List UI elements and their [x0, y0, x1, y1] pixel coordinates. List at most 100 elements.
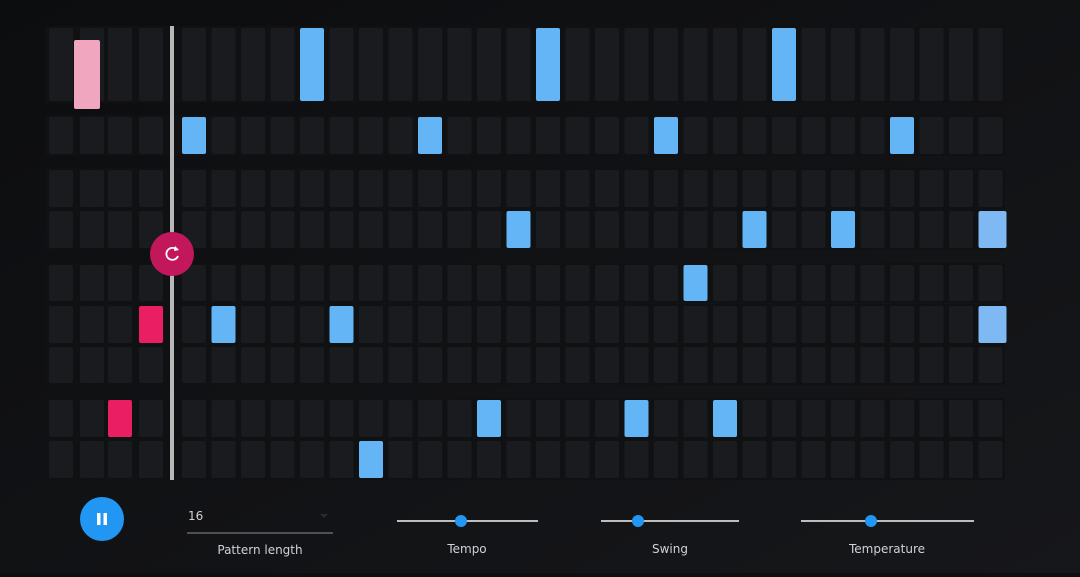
step-cell[interactable]	[654, 170, 678, 207]
step-cell[interactable]	[477, 170, 501, 207]
step-cell[interactable]	[919, 211, 944, 248]
step-cell[interactable]	[772, 265, 796, 301]
step-cell[interactable]	[831, 441, 855, 478]
step-cell[interactable]	[801, 441, 826, 478]
step-cell[interactable]	[536, 347, 560, 383]
step-cell[interactable]	[978, 117, 1003, 154]
step-cell[interactable]	[80, 170, 104, 207]
step-cell[interactable]	[49, 211, 73, 248]
step-cell[interactable]	[683, 441, 708, 478]
step-cell[interactable]	[831, 306, 855, 343]
step-cell[interactable]	[506, 170, 531, 207]
step-cell[interactable]	[418, 347, 442, 383]
step-cell[interactable]	[300, 441, 324, 478]
step-cell[interactable]	[418, 265, 442, 301]
regenerate-button[interactable]	[150, 232, 194, 276]
step-cell[interactable]	[624, 28, 649, 101]
step-cell[interactable]	[270, 170, 295, 207]
step-cell[interactable]	[80, 400, 104, 437]
step-cell[interactable]	[742, 347, 767, 383]
step-cell-active[interactable]	[654, 117, 678, 154]
step-cell[interactable]	[241, 170, 265, 207]
step-cell[interactable]	[388, 28, 413, 101]
step-cell-active[interactable]	[211, 306, 236, 343]
step-cell[interactable]	[890, 347, 914, 383]
step-cell[interactable]	[241, 347, 265, 383]
step-cell[interactable]	[300, 211, 324, 248]
step-cell[interactable]	[860, 211, 885, 248]
step-cell[interactable]	[713, 28, 737, 101]
step-cell[interactable]	[624, 117, 649, 154]
step-cell-active[interactable]	[477, 400, 501, 437]
step-cell-active[interactable]	[108, 400, 132, 437]
step-cell[interactable]	[595, 117, 619, 154]
step-cell[interactable]	[949, 441, 973, 478]
step-cell[interactable]	[772, 347, 796, 383]
step-cell[interactable]	[270, 347, 295, 383]
step-cell[interactable]	[108, 28, 132, 101]
step-cell[interactable]	[536, 306, 560, 343]
temperature-slider[interactable]	[801, 515, 974, 527]
step-cell[interactable]	[80, 265, 104, 301]
step-cell-active[interactable]	[300, 28, 324, 101]
step-cell[interactable]	[536, 117, 560, 154]
step-cell[interactable]	[595, 441, 619, 478]
tempo-slider[interactable]	[397, 515, 538, 527]
step-cell[interactable]	[565, 306, 590, 343]
step-cell[interactable]	[329, 117, 354, 154]
step-cell[interactable]	[300, 170, 324, 207]
step-cell[interactable]	[654, 306, 678, 343]
step-cell[interactable]	[49, 117, 73, 154]
step-cell[interactable]	[447, 170, 472, 207]
step-cell[interactable]	[300, 265, 324, 301]
step-cell[interactable]	[978, 441, 1003, 478]
step-cell[interactable]	[139, 117, 163, 154]
step-cell-active[interactable]	[418, 117, 442, 154]
step-cell[interactable]	[80, 306, 104, 343]
step-cell[interactable]	[624, 347, 649, 383]
step-cell[interactable]	[742, 441, 767, 478]
step-cell[interactable]	[418, 28, 442, 101]
step-cell[interactable]	[477, 265, 501, 301]
step-cell[interactable]	[506, 306, 531, 343]
step-cell[interactable]	[270, 117, 295, 154]
step-cell[interactable]	[683, 306, 708, 343]
step-cell[interactable]	[713, 347, 737, 383]
step-cell[interactable]	[742, 400, 767, 437]
step-cell[interactable]	[49, 347, 73, 383]
step-cell[interactable]	[978, 400, 1003, 437]
step-cell[interactable]	[860, 265, 885, 301]
step-cell[interactable]	[359, 28, 383, 101]
step-cell[interactable]	[949, 170, 973, 207]
step-cell[interactable]	[108, 441, 132, 478]
step-cell[interactable]	[139, 265, 163, 301]
step-cell[interactable]	[860, 441, 885, 478]
step-cell-active[interactable]	[182, 117, 206, 154]
step-cell[interactable]	[772, 441, 796, 478]
step-cell[interactable]	[388, 441, 413, 478]
step-cell[interactable]	[388, 347, 413, 383]
step-cell[interactable]	[139, 400, 163, 437]
step-cell[interactable]	[801, 265, 826, 301]
step-cell[interactable]	[388, 211, 413, 248]
step-cell[interactable]	[654, 28, 678, 101]
step-cell[interactable]	[447, 347, 472, 383]
step-cell[interactable]	[831, 400, 855, 437]
step-cell[interactable]	[211, 400, 236, 437]
step-cell[interactable]	[565, 170, 590, 207]
step-cell[interactable]	[359, 265, 383, 301]
step-cell[interactable]	[477, 28, 501, 101]
step-cell[interactable]	[447, 306, 472, 343]
step-cell[interactable]	[654, 347, 678, 383]
step-cell[interactable]	[359, 170, 383, 207]
step-cell[interactable]	[270, 211, 295, 248]
step-cell[interactable]	[300, 347, 324, 383]
step-cell[interactable]	[447, 400, 472, 437]
step-cell[interactable]	[477, 211, 501, 248]
step-cell-active[interactable]	[506, 211, 531, 248]
step-cell[interactable]	[536, 400, 560, 437]
step-cell[interactable]	[713, 441, 737, 478]
step-cell[interactable]	[270, 400, 295, 437]
step-cell-active[interactable]	[978, 306, 1007, 343]
step-cell-active[interactable]	[772, 28, 796, 101]
